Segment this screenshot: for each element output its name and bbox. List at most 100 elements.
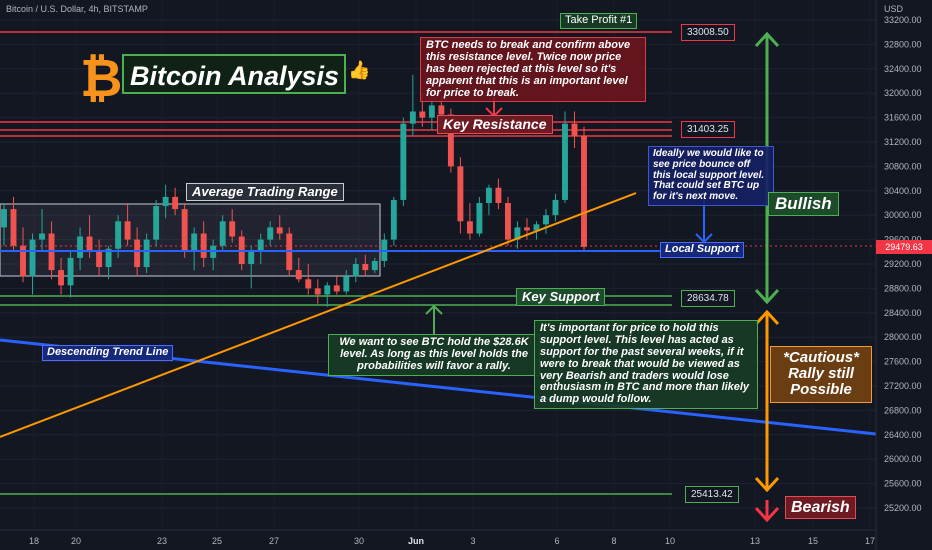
candle-body	[153, 206, 160, 240]
candle-body	[162, 196, 169, 207]
candle-body	[229, 221, 236, 237]
symbol-header[interactable]: Bitcoin / U.S. Dollar, 4h, BITSTAMP	[6, 4, 148, 14]
price-tick-label: 26800.00	[884, 405, 922, 415]
candle-body	[409, 111, 416, 124]
candle-body	[533, 224, 540, 231]
currency-label: USD	[884, 4, 904, 14]
price-tick-label: 25600.00	[884, 479, 922, 489]
candle-body	[267, 227, 274, 240]
resistance-note: BTC needs to break and confirm above thi…	[420, 37, 646, 103]
time-tick-label: 23	[157, 536, 167, 546]
candle-body	[390, 199, 397, 240]
cautious-label: *Cautious* Rally still Possible	[770, 346, 872, 403]
bullish-label: Bullish	[768, 192, 839, 217]
price-tick-label: 27600.00	[884, 357, 922, 367]
candle-body	[371, 260, 378, 271]
bearish-down-arrow-icon	[754, 500, 780, 523]
local-support-note: Ideally we would like to see price bounc…	[648, 146, 774, 206]
candle-body	[257, 239, 264, 252]
candle-body	[200, 233, 207, 258]
descending-trend-label: Descending Trend Line	[42, 345, 174, 361]
candle-body	[305, 279, 312, 289]
candle-body	[276, 227, 283, 234]
candle-body	[124, 221, 131, 240]
candle-body	[181, 209, 188, 252]
candle-body	[58, 270, 64, 286]
price-tick-label: 30400.00	[884, 186, 922, 196]
candle-body	[67, 257, 74, 286]
price-tick-label: 25200.00	[884, 503, 922, 513]
time-tick-label: 6	[554, 536, 559, 546]
candle-body	[476, 203, 483, 234]
candle-body	[495, 187, 502, 203]
price-tick-label: 29200.00	[884, 259, 922, 269]
candle-body	[419, 111, 426, 118]
candle-body	[447, 114, 454, 167]
candle-body	[29, 239, 36, 277]
candle-body	[504, 203, 511, 240]
candle-body	[324, 285, 331, 295]
candle-body	[333, 285, 340, 292]
candle-body	[96, 251, 103, 268]
time-tick-label: 30	[354, 536, 364, 546]
time-tick-label: 13	[750, 536, 760, 546]
price-tick-label: 28400.00	[884, 308, 922, 318]
price-tick-label: 32400.00	[884, 64, 922, 74]
price-axis: 33200.00 32800.00 32400.00 32000.00 31600.00…	[875, 0, 922, 550]
candle-body	[39, 233, 45, 240]
thumbs-up-icon: 👍	[348, 60, 371, 80]
candle-body	[191, 233, 198, 252]
price-tick-label: 32800.00	[884, 39, 922, 49]
candle-body	[219, 221, 226, 246]
candle-body	[362, 264, 369, 271]
hold-support-note: We want to see BTC hold the $28.6K level…	[328, 334, 540, 376]
candle-body	[115, 221, 122, 249]
candle-body	[562, 123, 568, 200]
chart-title: Bitcoin Analysis	[130, 61, 340, 91]
candle-body	[77, 236, 84, 258]
key-support-note: It's important for price to hold this su…	[534, 320, 758, 410]
candle-body	[1, 209, 7, 228]
candle-body	[581, 135, 587, 247]
current-price-tag: 29479.63	[876, 240, 932, 254]
time-tick-label: 25	[212, 536, 222, 546]
bearish-price-tag: 25413.42	[685, 486, 739, 503]
time-tick-label: 27	[269, 536, 279, 546]
average-range-label: Average Trading Range	[186, 183, 344, 202]
candle-body	[457, 166, 464, 222]
average-range-rect	[0, 203, 381, 277]
bitcoin-logo-icon: ₿	[80, 49, 122, 109]
candle-body	[10, 209, 17, 246]
resistance-price-tag: 31403.25	[681, 121, 735, 138]
time-tick-label: 15	[808, 536, 818, 546]
candle-body	[514, 227, 521, 240]
candle-body	[552, 199, 559, 216]
time-tick-label: 3	[470, 536, 475, 546]
time-tick-label: 17	[865, 536, 875, 546]
time-tick-label: 18	[29, 536, 39, 546]
price-tick-label: 26000.00	[884, 454, 922, 464]
price-tick-label: 28800.00	[884, 283, 922, 293]
candle-body	[352, 264, 359, 277]
time-tick-label: 8	[611, 536, 616, 546]
candle-body	[343, 276, 350, 292]
key-support-label: Key Support	[516, 288, 606, 307]
candle-body	[524, 227, 530, 231]
candles-group	[1, 74, 587, 307]
price-tick-label: 31600.00	[884, 113, 922, 123]
candle-body	[571, 123, 578, 136]
take-profit-price-tag: 33008.50	[681, 24, 735, 41]
candle-body	[172, 196, 179, 210]
key-resistance-label: Key Resistance	[437, 115, 553, 135]
local-support-label: Local Support	[660, 242, 744, 258]
price-tick-label: 33200.00	[884, 15, 922, 25]
candle-body	[134, 239, 141, 268]
local-support-down-arrow-icon	[695, 200, 713, 244]
candle-body	[143, 239, 150, 268]
candle-body	[86, 236, 93, 252]
candle-body	[428, 105, 435, 118]
take-profit-label: Take Profit #1	[560, 13, 638, 29]
candle-body	[20, 245, 26, 277]
